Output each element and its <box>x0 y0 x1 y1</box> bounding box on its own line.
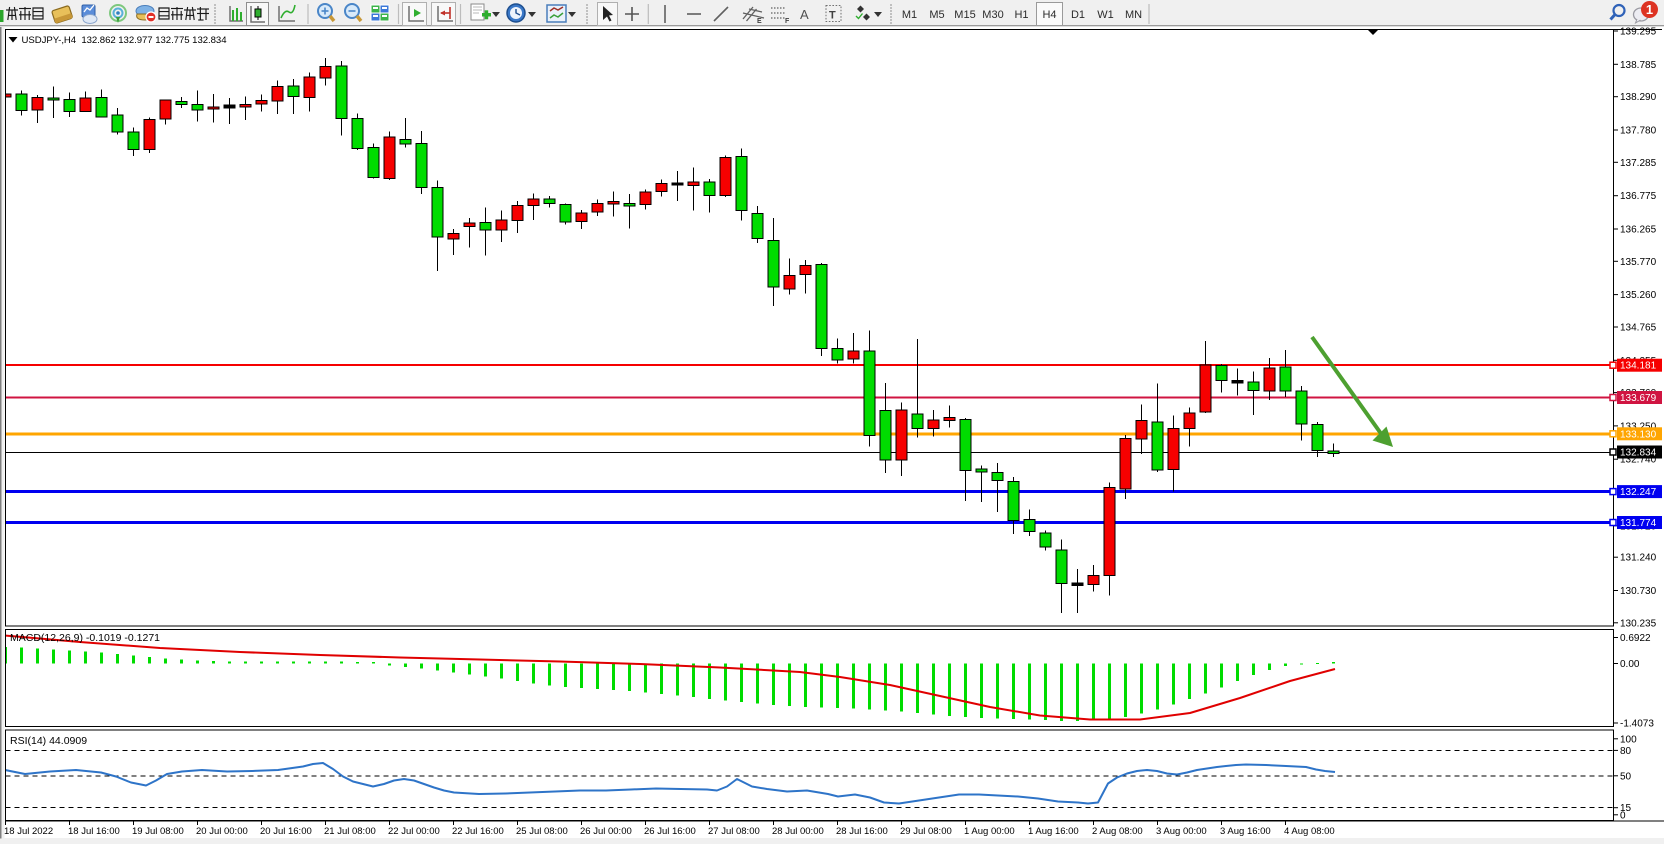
svg-text:0.00: 0.00 <box>1620 659 1640 670</box>
svg-text:H4: H4 <box>1042 9 1056 21</box>
svg-text:100: 100 <box>1620 734 1637 745</box>
svg-text:138.785: 138.785 <box>1620 60 1657 71</box>
svg-text:135.770: 135.770 <box>1620 257 1657 268</box>
svg-text:H1: H1 <box>1014 9 1028 21</box>
svg-text:22 Jul 16:00: 22 Jul 16:00 <box>452 826 504 837</box>
svg-text:M1: M1 <box>902 9 917 21</box>
svg-text:0: 0 <box>1620 810 1626 821</box>
svg-text:1: 1 <box>1646 2 1653 17</box>
svg-text:18 Jul 2022: 18 Jul 2022 <box>4 826 53 837</box>
svg-text:4 Aug 08:00: 4 Aug 08:00 <box>1284 826 1335 837</box>
svg-text:134.765: 134.765 <box>1620 323 1657 334</box>
svg-text:132.740: 132.740 <box>1620 455 1657 466</box>
svg-text:29 Jul 08:00: 29 Jul 08:00 <box>900 826 952 837</box>
svg-text:26 Jul 00:00: 26 Jul 00:00 <box>580 826 632 837</box>
svg-text:130.730: 130.730 <box>1620 586 1657 597</box>
svg-text:28 Jul 16:00: 28 Jul 16:00 <box>836 826 888 837</box>
svg-text:USDJPY-,H4 132.862 132.977 13: USDJPY-,H4 132.862 132.977 132.775 132.8… <box>22 35 228 46</box>
svg-text:1 Aug 00:00: 1 Aug 00:00 <box>964 826 1015 837</box>
svg-text:22 Jul 00:00: 22 Jul 00:00 <box>388 826 440 837</box>
svg-text:0.6922: 0.6922 <box>1620 633 1651 644</box>
svg-text:136.775: 136.775 <box>1620 191 1657 202</box>
svg-text:2 Aug 08:00: 2 Aug 08:00 <box>1092 826 1143 837</box>
svg-text:-1.4073: -1.4073 <box>1620 719 1654 730</box>
svg-text:M15: M15 <box>954 9 975 21</box>
svg-text:137.780: 137.780 <box>1620 126 1657 137</box>
svg-text:133.250: 133.250 <box>1620 421 1657 432</box>
svg-text:1 Aug 16:00: 1 Aug 16:00 <box>1028 826 1079 837</box>
svg-text:3 Aug 00:00: 3 Aug 00:00 <box>1156 826 1207 837</box>
svg-text:F: F <box>785 18 790 25</box>
svg-text:133.130: 133.130 <box>1620 429 1657 440</box>
svg-text:T: T <box>829 10 836 22</box>
svg-text:137.285: 137.285 <box>1620 158 1657 169</box>
svg-text:3 Aug 16:00: 3 Aug 16:00 <box>1220 826 1271 837</box>
svg-text:131.240: 131.240 <box>1620 553 1657 564</box>
svg-text:26 Jul 16:00: 26 Jul 16:00 <box>644 826 696 837</box>
svg-text:135.260: 135.260 <box>1620 290 1657 301</box>
svg-text:20 Jul 16:00: 20 Jul 16:00 <box>260 826 312 837</box>
svg-text:132.834: 132.834 <box>1620 448 1657 459</box>
svg-text:25 Jul 08:00: 25 Jul 08:00 <box>516 826 568 837</box>
svg-text:M30: M30 <box>982 9 1003 21</box>
svg-text:18 Jul 16:00: 18 Jul 16:00 <box>68 826 120 837</box>
svg-text:15: 15 <box>1620 803 1632 814</box>
svg-text:133.679: 133.679 <box>1620 393 1657 404</box>
svg-text:138.290: 138.290 <box>1620 92 1657 103</box>
svg-text:21 Jul 08:00: 21 Jul 08:00 <box>324 826 376 837</box>
svg-text:E: E <box>757 18 762 25</box>
svg-text:A: A <box>800 7 809 22</box>
svg-text:27 Jul 08:00: 27 Jul 08:00 <box>708 826 760 837</box>
svg-text:50: 50 <box>1620 771 1632 782</box>
svg-text:MN: MN <box>1125 9 1142 21</box>
svg-text:136.265: 136.265 <box>1620 225 1657 236</box>
svg-text:RSI(14) 44.0909: RSI(14) 44.0909 <box>10 735 87 747</box>
svg-text:139.295: 139.295 <box>1620 27 1657 38</box>
svg-text:19 Jul 08:00: 19 Jul 08:00 <box>132 826 184 837</box>
svg-text:134.181: 134.181 <box>1620 361 1657 372</box>
svg-text:132.247: 132.247 <box>1620 487 1657 498</box>
svg-text:W1: W1 <box>1097 9 1114 21</box>
svg-text:28 Jul 00:00: 28 Jul 00:00 <box>772 826 824 837</box>
svg-text:80: 80 <box>1620 746 1632 757</box>
svg-text:130.235: 130.235 <box>1620 618 1657 629</box>
svg-text:D1: D1 <box>1071 9 1085 21</box>
svg-text:MACD(12,26,9) -0.1019 -0.1271: MACD(12,26,9) -0.1019 -0.1271 <box>10 632 160 644</box>
svg-text:131.774: 131.774 <box>1620 518 1657 529</box>
svg-text:M5: M5 <box>929 9 944 21</box>
svg-text:20 Jul 00:00: 20 Jul 00:00 <box>196 826 248 837</box>
